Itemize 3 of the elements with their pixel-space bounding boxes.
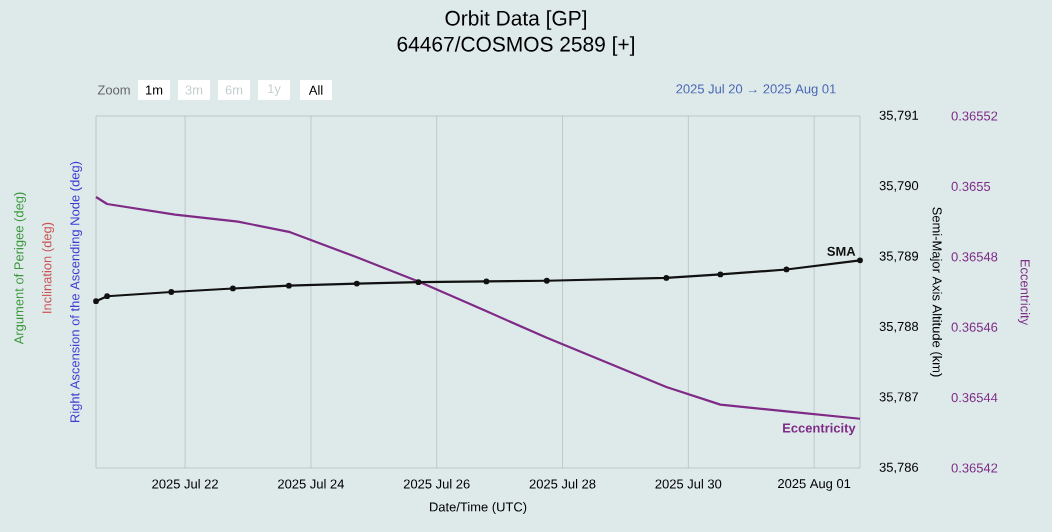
chart-subtitle: 64467/COSMOS 2589 [+] bbox=[397, 36, 634, 56]
chart-title: Orbit Data [GP] bbox=[445, 10, 586, 30]
line-series bbox=[94, 195, 862, 420]
